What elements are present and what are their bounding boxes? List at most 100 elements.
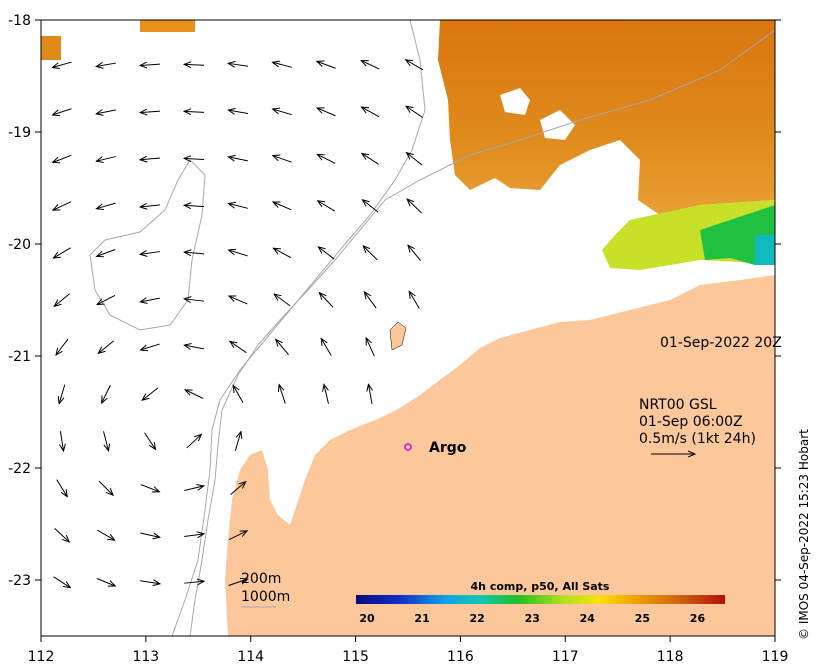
current-vector bbox=[407, 199, 422, 214]
current-vector bbox=[230, 341, 247, 354]
current-vector bbox=[363, 246, 378, 261]
current-vector bbox=[228, 531, 247, 541]
colorbar-tick-label: 24 bbox=[580, 612, 596, 625]
current-vector bbox=[52, 108, 72, 115]
current-vector bbox=[184, 299, 205, 301]
current-vector bbox=[140, 298, 160, 302]
current-vector bbox=[366, 338, 375, 357]
colorbar-tick-label: 25 bbox=[635, 612, 650, 625]
current-vectors bbox=[52, 60, 424, 588]
current-vector bbox=[276, 339, 289, 356]
current-vector bbox=[317, 61, 336, 69]
current-vector bbox=[408, 245, 422, 262]
current-vector bbox=[140, 533, 160, 537]
current-vector bbox=[98, 480, 113, 495]
current-vector bbox=[228, 579, 248, 586]
current-vector bbox=[228, 63, 249, 66]
colorbar-tick-label: 23 bbox=[525, 612, 540, 625]
x-tick-label: 116 bbox=[447, 649, 474, 665]
bathy-1000m bbox=[189, 29, 775, 636]
plot-frame bbox=[40, 19, 776, 637]
current-vector bbox=[273, 109, 292, 116]
colorbar-tick-label: 22 bbox=[470, 612, 485, 625]
current-vector bbox=[140, 484, 160, 492]
colorbar-ticks: 20 21 22 23 24 25 26 bbox=[359, 612, 705, 625]
current-vector bbox=[318, 201, 336, 212]
current-vector bbox=[103, 431, 109, 450]
colorbar-tick-label: 21 bbox=[414, 612, 429, 625]
current-vector bbox=[406, 106, 423, 118]
current-vector bbox=[361, 107, 380, 118]
current-legend-line3: 0.5m/s (1kt 24h) bbox=[639, 431, 756, 447]
current-vector bbox=[96, 156, 116, 162]
current-vector bbox=[97, 249, 116, 257]
current-vector bbox=[96, 578, 116, 585]
current-vector bbox=[141, 343, 160, 350]
current-vector bbox=[185, 390, 204, 399]
x-axis: 112 113 114 115 116 117 118 119 bbox=[28, 636, 789, 665]
x-tick-label: 115 bbox=[342, 649, 369, 665]
y-tick-label: -20 bbox=[8, 237, 31, 253]
current-vector bbox=[140, 64, 161, 65]
current-vector bbox=[234, 432, 241, 451]
current-vector bbox=[273, 156, 292, 163]
current-vector bbox=[272, 62, 292, 68]
current-vector bbox=[362, 153, 379, 165]
current-vector bbox=[97, 295, 116, 304]
current-vector bbox=[317, 108, 336, 117]
current-vector bbox=[140, 581, 160, 584]
land-australia bbox=[225, 275, 775, 636]
current-vector bbox=[140, 252, 161, 255]
x-tick-label: 113 bbox=[132, 649, 159, 665]
current-vector bbox=[140, 205, 161, 207]
current-vector bbox=[60, 431, 63, 451]
current-vector bbox=[228, 110, 249, 113]
current-vector bbox=[184, 158, 205, 159]
current-vector bbox=[53, 247, 71, 258]
argo-marker bbox=[404, 443, 412, 451]
current-vector bbox=[317, 154, 336, 164]
current-vector bbox=[273, 248, 292, 259]
current-vector bbox=[228, 204, 248, 209]
current-vector bbox=[321, 338, 332, 356]
timestamp-label: 01-Sep-2022 20Z bbox=[660, 335, 782, 351]
x-tick-label: 117 bbox=[552, 649, 579, 665]
current-vector bbox=[279, 385, 286, 404]
current-vector bbox=[324, 384, 329, 404]
current-vector bbox=[144, 432, 156, 450]
current-vector bbox=[361, 60, 380, 70]
x-tick-label: 114 bbox=[237, 649, 264, 665]
current-vector bbox=[184, 345, 205, 349]
current-vector bbox=[368, 384, 372, 405]
current-vector bbox=[186, 434, 202, 449]
sst-field-warm bbox=[438, 20, 775, 215]
current-vector bbox=[54, 293, 71, 307]
current-vector bbox=[409, 291, 420, 309]
current-vector bbox=[229, 250, 248, 257]
y-tick-label: -18 bbox=[8, 13, 31, 29]
current-vector bbox=[228, 157, 249, 161]
bathy-200m bbox=[171, 20, 426, 636]
credit-text: © IMOS 04-Sep-2022 15:23 Hobart bbox=[797, 429, 811, 640]
current-vector bbox=[230, 482, 246, 496]
x-tick-label: 118 bbox=[657, 649, 684, 665]
colorbar bbox=[356, 595, 725, 604]
bathy-legend-200m: 200m bbox=[241, 571, 281, 587]
current-vector bbox=[142, 387, 159, 400]
y-tick-label: -22 bbox=[8, 461, 31, 477]
current-vector bbox=[406, 60, 424, 71]
current-vector bbox=[406, 153, 423, 166]
current-vector bbox=[59, 384, 66, 404]
current-vector bbox=[362, 200, 379, 213]
current-vector bbox=[98, 340, 115, 354]
current-legend-line1: NRT00 GSL bbox=[639, 397, 717, 413]
y-axis: -18 -19 -20 -21 -22 -23 bbox=[8, 13, 781, 589]
x-tick-label: 119 bbox=[762, 649, 789, 665]
current-vector bbox=[140, 158, 161, 160]
current-vector bbox=[96, 110, 116, 114]
current-vector bbox=[53, 576, 71, 588]
current-vector bbox=[96, 63, 116, 66]
current-vector bbox=[184, 252, 205, 254]
current-vector bbox=[56, 479, 67, 497]
island-barrow bbox=[389, 321, 407, 351]
